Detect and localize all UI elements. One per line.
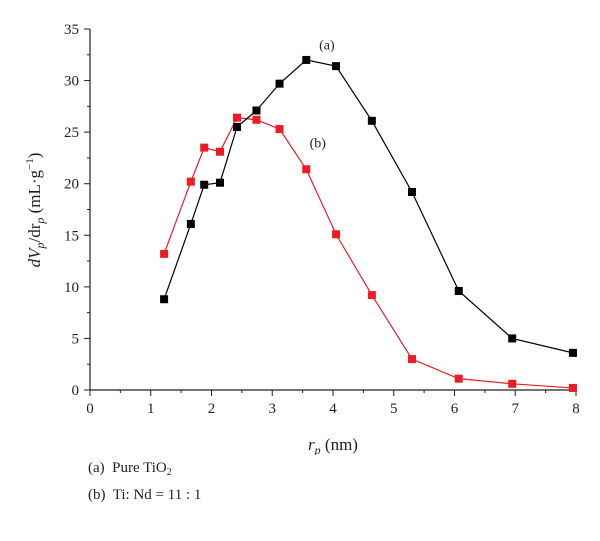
axes: 0 1 2 3 4 5 6 7 8 0 5 10 15 20 25 30 35 bbox=[64, 22, 580, 417]
data-point bbox=[407, 355, 416, 364]
data-point bbox=[568, 348, 577, 357]
data-point bbox=[233, 122, 242, 131]
x-tick-label: 5 bbox=[390, 401, 398, 417]
x-tick-label: 6 bbox=[451, 401, 459, 417]
data-point bbox=[252, 106, 261, 115]
y-tick-label: 5 bbox=[72, 331, 80, 347]
x-tick-label: 8 bbox=[572, 401, 580, 417]
data-point bbox=[454, 374, 463, 383]
x-tick-label: 7 bbox=[512, 401, 520, 417]
data-point bbox=[216, 147, 225, 156]
legend-subscript: 2 bbox=[166, 467, 172, 478]
data-point bbox=[568, 383, 577, 392]
data-point bbox=[302, 165, 311, 174]
series-0 bbox=[160, 55, 577, 357]
data-point bbox=[160, 295, 169, 304]
y-tick-label: 35 bbox=[64, 22, 79, 38]
x-tick-label: 0 bbox=[86, 401, 94, 417]
data-point bbox=[367, 116, 376, 125]
y-tick-label: 30 bbox=[64, 74, 79, 90]
series-line bbox=[163, 59, 574, 354]
data-point bbox=[186, 219, 195, 228]
series-layer bbox=[160, 55, 577, 392]
series-annotation: (b) bbox=[310, 137, 327, 152]
y-tick-label: 15 bbox=[64, 228, 79, 244]
legend-entry-b: (b) Ti: Nd = 11 : 1 bbox=[88, 485, 201, 505]
labels-layer: (a) (b) bbox=[310, 39, 335, 152]
legend-entry-a: (a) Pure TiO2 bbox=[88, 458, 172, 483]
data-point bbox=[275, 125, 284, 134]
y-axis-title: dVp/drp (mL·g−1) bbox=[24, 153, 47, 268]
y-tick-label: 25 bbox=[64, 125, 79, 141]
series-1 bbox=[160, 113, 577, 392]
x-axis-title: rp (nm) bbox=[308, 435, 358, 455]
data-point bbox=[160, 249, 169, 258]
data-point bbox=[367, 291, 376, 300]
data-point bbox=[454, 286, 463, 295]
data-point bbox=[275, 79, 284, 88]
series-annotation: (a) bbox=[319, 39, 335, 54]
data-point bbox=[186, 177, 195, 186]
legend-tag: (b) bbox=[88, 487, 106, 503]
data-point bbox=[302, 55, 311, 64]
data-point bbox=[508, 379, 517, 388]
x-tick-label: 2 bbox=[208, 401, 216, 417]
data-point bbox=[200, 143, 209, 152]
data-point bbox=[407, 187, 416, 196]
x-tick-label: 4 bbox=[329, 401, 337, 417]
data-point bbox=[216, 178, 225, 187]
legend-tag: (a) bbox=[88, 460, 105, 476]
y-tick-label: 0 bbox=[72, 383, 80, 399]
legend-text: Ti: Nd = 11 : 1 bbox=[112, 487, 202, 503]
y-tick-label: 20 bbox=[64, 177, 79, 193]
series-line bbox=[163, 117, 574, 389]
x-tick-label: 1 bbox=[147, 401, 155, 417]
data-point bbox=[332, 230, 341, 239]
chart: 0 1 2 3 4 5 6 7 8 0 5 10 15 20 25 30 35 (a) (b) rp (nm) d… bbox=[24, 22, 580, 455]
data-point bbox=[332, 62, 341, 71]
data-point bbox=[200, 180, 209, 189]
data-point bbox=[252, 115, 261, 124]
x-tick-label: 3 bbox=[269, 401, 277, 417]
data-point bbox=[233, 113, 242, 122]
data-point bbox=[508, 334, 517, 343]
legend-text: Pure TiO bbox=[112, 460, 167, 476]
y-tick-label: 10 bbox=[64, 280, 79, 296]
